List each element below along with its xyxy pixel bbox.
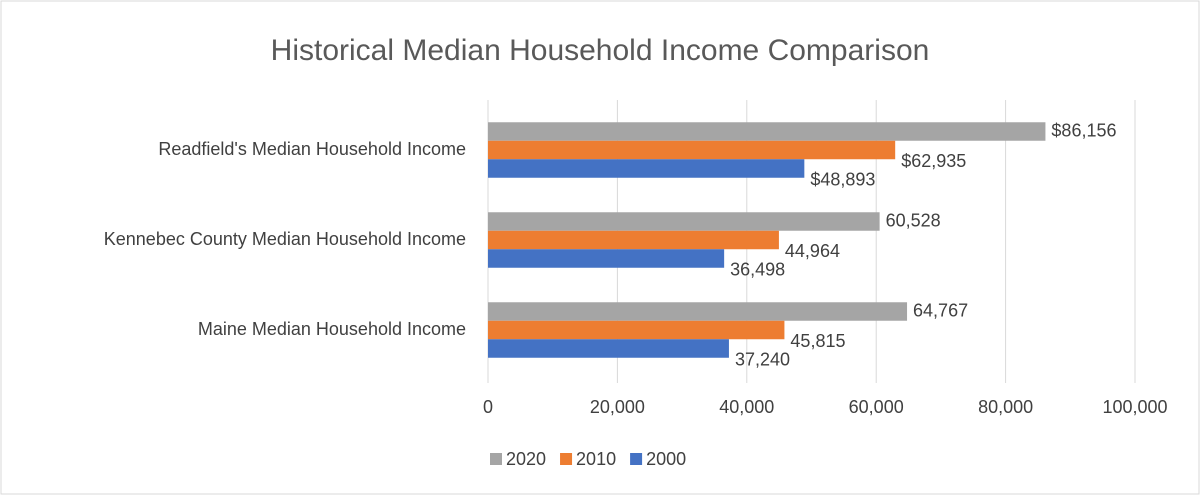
value-label: 60,528 — [886, 210, 941, 230]
x-tick-label: 60,000 — [849, 397, 904, 417]
x-tick-label: 0 — [483, 397, 493, 417]
value-label: 64,767 — [913, 300, 968, 320]
value-label: 36,498 — [730, 259, 785, 279]
value-label: $86,156 — [1051, 120, 1116, 140]
bar — [488, 122, 1046, 141]
y-tick-label: Readfield's Median Household Income — [158, 139, 466, 159]
x-tick-label: 40,000 — [719, 397, 774, 417]
bar — [488, 140, 896, 160]
legend-swatch — [560, 453, 573, 465]
x-tick-label: 20,000 — [590, 397, 645, 417]
value-label: $48,893 — [810, 169, 875, 189]
value-label: 37,240 — [735, 349, 790, 369]
legend-label: 2020 — [506, 449, 546, 469]
value-label: 45,815 — [790, 331, 845, 351]
x-tick-label: 100,000 — [1102, 397, 1167, 417]
bar — [488, 159, 805, 178]
bar — [488, 302, 908, 321]
bar — [488, 320, 785, 340]
legend-label: 2010 — [576, 449, 616, 469]
bar — [488, 339, 729, 358]
legend-label: 2000 — [646, 449, 686, 469]
bar — [488, 249, 725, 268]
x-tick-label: 80,000 — [978, 397, 1033, 417]
bar — [488, 230, 779, 250]
y-tick-label: Kennebec County Median Household Income — [104, 229, 466, 249]
value-label: 44,964 — [785, 241, 840, 261]
legend-swatch — [630, 453, 643, 465]
legend-swatch — [490, 453, 502, 465]
bar — [488, 212, 880, 231]
value-label: $62,935 — [901, 151, 966, 171]
y-tick-label: Maine Median Household Income — [198, 319, 466, 339]
chart-title: Historical Median Household Income Compa… — [271, 34, 930, 67]
